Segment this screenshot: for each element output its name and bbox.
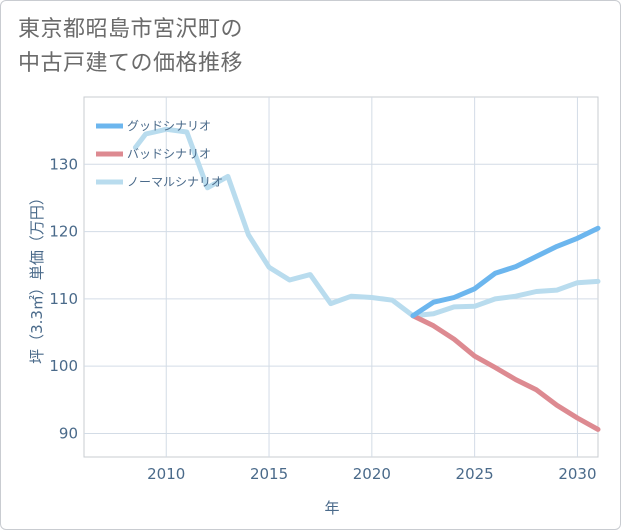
normal-scenario-line (132, 126, 601, 319)
x-axis-title: 年 (324, 499, 339, 517)
normal-scenario-legend-label: ノーマルシナリオ (127, 175, 223, 189)
y-tick-120: 120 (49, 223, 78, 241)
y-gridlines (84, 163, 598, 434)
y-tick-90: 90 (59, 424, 78, 442)
y-tick-130: 130 (49, 155, 78, 173)
y-tick-110: 110 (49, 290, 78, 308)
y-axis-title: 坪（3.3㎡）単価（万円） (28, 190, 46, 364)
plot-area (83, 96, 599, 458)
bad-scenario-legend-label: バッドシナリオ (127, 147, 211, 161)
chart-title: 東京都昭島市宮沢町の 中古戸建ての価格推移 (18, 13, 243, 81)
good-scenario-line (410, 225, 601, 319)
x-tick-2010: 2010 (147, 465, 185, 483)
x-tick-2015: 2015 (250, 465, 288, 483)
good-scenario-legend-label: グッドシナリオ (127, 119, 211, 133)
chart-title-line-1: 東京都昭島市宮沢町の (18, 17, 244, 42)
y-tick-labels: 90 100 110 120 130 (49, 155, 78, 442)
x-tick-2025: 2025 (456, 465, 494, 483)
y-tick-100: 100 (49, 357, 78, 375)
bad-scenario-line (410, 313, 601, 432)
x-tick-2020: 2020 (353, 465, 391, 483)
x-gridlines (165, 97, 578, 457)
x-tick-2030: 2030 (558, 465, 596, 483)
x-tick-labels: 2010 2015 2020 2025 2030 (147, 465, 596, 483)
series-lines (132, 126, 601, 432)
chart-title-line-2: 中古戸建ての価格推移 (18, 51, 244, 76)
